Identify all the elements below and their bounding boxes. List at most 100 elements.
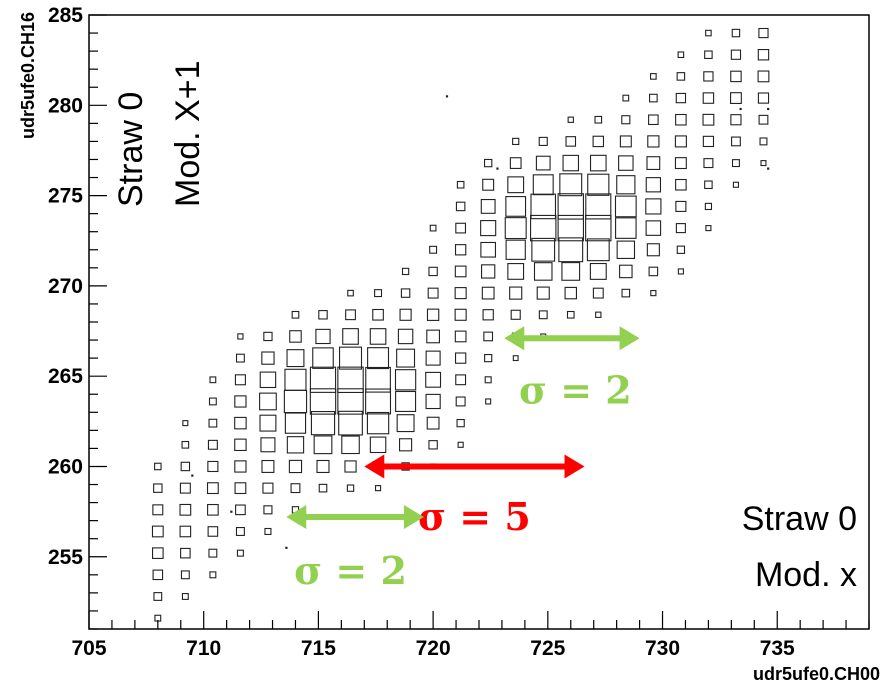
x-axis-ticks: [88, 611, 870, 629]
histogram-bin: [209, 571, 217, 579]
sigma-label: σ = 5: [418, 494, 531, 539]
histogram-bin: [592, 287, 604, 299]
x-tick-label: 710: [186, 637, 221, 660]
histogram-bin: [512, 137, 520, 146]
histogram-bin: [180, 547, 191, 559]
histogram-bin: [759, 137, 768, 146]
annotation-module-bottom: Mod. x: [755, 556, 857, 594]
histogram-bin: [504, 217, 527, 240]
histogram-bin: [538, 310, 548, 320]
histogram-bin: [179, 525, 192, 538]
y-tick-label: 265: [48, 365, 83, 388]
x-tick-label: 705: [71, 637, 106, 660]
x-tick-label: 735: [760, 637, 795, 660]
histogram-bin: [510, 309, 521, 320]
histogram-bin: [484, 354, 493, 363]
histogram-bin: [207, 503, 219, 516]
histogram-bin: [234, 460, 247, 473]
histogram-bin: [675, 223, 686, 234]
annotation-bottom-right: Straw 0 Mod. x: [742, 500, 857, 594]
arrow-head-right: [619, 326, 640, 351]
histogram-bin: [674, 135, 687, 148]
histogram-bin: [566, 310, 575, 319]
arrow-head-left: [364, 454, 385, 479]
histogram-bin: [454, 244, 467, 256]
histogram-bin: [757, 48, 770, 61]
histogram-bin: [235, 353, 245, 363]
histogram-bins: [151, 27, 770, 622]
histogram-bin: [347, 289, 354, 297]
histogram-bin: [646, 243, 660, 257]
histogram-bin: [429, 245, 438, 254]
histogram-bin: [704, 202, 713, 211]
histogram-bin: [235, 526, 245, 536]
histogram-bin: [480, 198, 496, 214]
histogram-bin: [705, 29, 712, 37]
histogram-bin: [457, 441, 464, 448]
histogram-bin: [234, 438, 247, 452]
histogram-bin: [674, 157, 687, 170]
histogram-bin: [677, 51, 685, 59]
histogram-bin: [675, 92, 687, 104]
histogram-bin: [208, 397, 217, 406]
histogram-bin: [675, 200, 687, 212]
histogram-bin: [309, 366, 337, 393]
histogram-bin: [315, 328, 331, 345]
histogram-bin: [259, 392, 277, 411]
histogram-bin: [705, 225, 712, 232]
histogram-bin: [263, 331, 273, 342]
histogram-bin: [454, 287, 467, 300]
histogram-bin: [616, 175, 636, 195]
histogram-bin: [621, 288, 631, 298]
histogram-bin: [732, 181, 740, 188]
histogram-bin: [395, 390, 417, 412]
histogram-bin: [284, 412, 307, 434]
histogram-bin: [207, 439, 218, 450]
histogram-bin: [425, 371, 442, 388]
histogram-bin: [234, 416, 247, 430]
histogram-bin: [180, 461, 191, 472]
histogram-bin: [182, 420, 189, 427]
histogram-bin: [152, 504, 164, 516]
histogram-bin: [318, 483, 328, 493]
histogram-bin: [703, 71, 714, 82]
histogram-bin: [284, 368, 307, 391]
histogram-bin: [557, 214, 584, 242]
histogram-bin: [153, 483, 163, 493]
histogram-bin: [758, 114, 769, 125]
histogram-bin: [530, 214, 557, 242]
histogram-bin: [567, 116, 574, 123]
histogram-bin: [702, 135, 715, 148]
histogram-bin: [209, 376, 217, 384]
histogram-bin: [344, 460, 357, 473]
histogram-bin: [619, 264, 633, 279]
y-axis-ticks: [89, 14, 107, 630]
histogram-bin: [425, 393, 441, 410]
histogram-bin: [455, 201, 466, 212]
histogram-bin: [312, 347, 334, 369]
histogram-bin: [649, 93, 658, 103]
histogram-bin: [505, 196, 527, 217]
histogram-bin: [484, 376, 492, 384]
histogram-bin: [507, 263, 525, 280]
histogram-bin: [703, 158, 714, 169]
y-tick-label: 280: [48, 94, 83, 117]
histogram-bin: [372, 308, 384, 321]
histogram-bin: [316, 459, 330, 474]
histogram-bin: [647, 135, 660, 148]
histogram-bin: [767, 167, 770, 170]
histogram-bin: [496, 167, 499, 170]
histogram-bin: [595, 311, 602, 318]
histogram-bin: [259, 371, 277, 389]
histogram-bin: [731, 28, 741, 38]
histogram-bin: [455, 222, 467, 234]
histogram-bin: [374, 289, 383, 298]
histogram-bin: [730, 114, 742, 126]
histogram-bin: [427, 287, 439, 299]
histogram-bin: [483, 158, 493, 168]
histogram-bin: [585, 214, 612, 242]
arrow-head-left: [286, 505, 307, 530]
histogram-bin: [587, 173, 610, 196]
sigma-arrow-3: σ = 2: [286, 505, 424, 593]
histogram-bin: [482, 178, 495, 191]
